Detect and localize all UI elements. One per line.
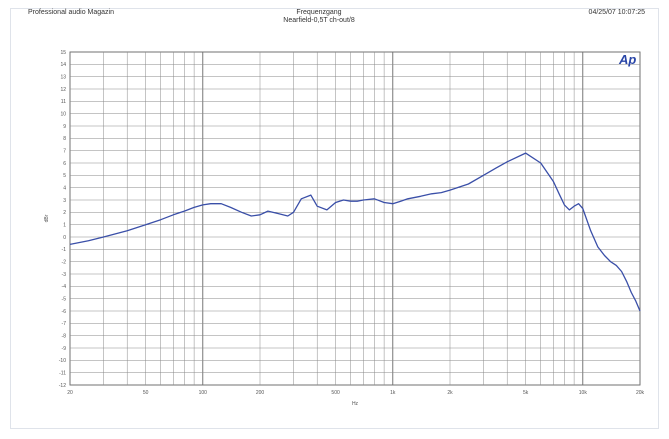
x-tick-label: 200 [256,390,265,396]
x-tick-label: 20 [67,390,73,396]
header-left-label: Professional audio Magazin [28,9,114,16]
x-tick-label: 2k [447,390,453,396]
x-tick-label: 100 [199,390,208,396]
y-tick-label: 2 [63,210,66,216]
y-tick-label: 1 [63,222,66,228]
y-tick-label: -1 [62,247,67,253]
y-tick-label: -3 [62,272,67,278]
x-tick-label: 500 [331,390,340,396]
y-tick-label: -5 [62,296,67,302]
y-tick-label: 3 [63,198,66,204]
header-center: Frequenzgang Nearfield-0,5T ch-out/8 [283,9,354,25]
y-tick-label: 4 [63,185,66,191]
y-tick-label: 5 [63,173,66,179]
y-tick-label: 6 [63,161,66,167]
plot-border [69,51,641,386]
y-tick-label: -10 [59,358,66,364]
x-tick-label: 20k [636,390,645,396]
y-tick-label: 8 [63,136,66,142]
header-timestamp: 04/25/07 10:07:25 [588,9,645,16]
y-tick-label: -7 [62,321,67,327]
y-tick-label: 10 [60,111,66,117]
y-tick-label: 15 [60,50,66,56]
chart-title: Frequenzgang [296,9,342,16]
y-tick-label: 11 [61,99,66,105]
chart-subtitle: Nearfield-0,5T ch-out/8 [283,17,355,24]
x-tick-label: 1k [390,390,396,396]
ap-logo: Ap [619,52,637,67]
x-axis-label: Hz [352,401,359,407]
y-tick-label: -4 [62,284,67,290]
y-tick-label: -12 [59,383,66,389]
y-tick-label: 14 [60,62,66,68]
y-tick-label: 7 [63,148,66,154]
y-tick-label: -9 [62,346,67,352]
x-tick-label: 10k [579,390,588,396]
series-line [69,152,641,312]
y-tick-label: -11 [59,370,66,376]
y-tick-label: 9 [63,124,66,130]
y-tick-label: 12 [60,87,66,93]
y-tick-label: 13 [60,74,66,80]
y-tick-label: -6 [62,309,67,315]
x-tick-label: 5k [523,390,529,396]
y-axis-label: dBr [44,214,50,222]
x-tick-label: 50 [143,390,149,396]
y-tick-label: -8 [62,333,67,339]
plot-area: 1514131211109876543210-1-2-3-4-5-6-7-8-9… [44,50,645,407]
y-tick-label: 0 [63,235,66,241]
y-tick-label: -2 [62,259,67,265]
